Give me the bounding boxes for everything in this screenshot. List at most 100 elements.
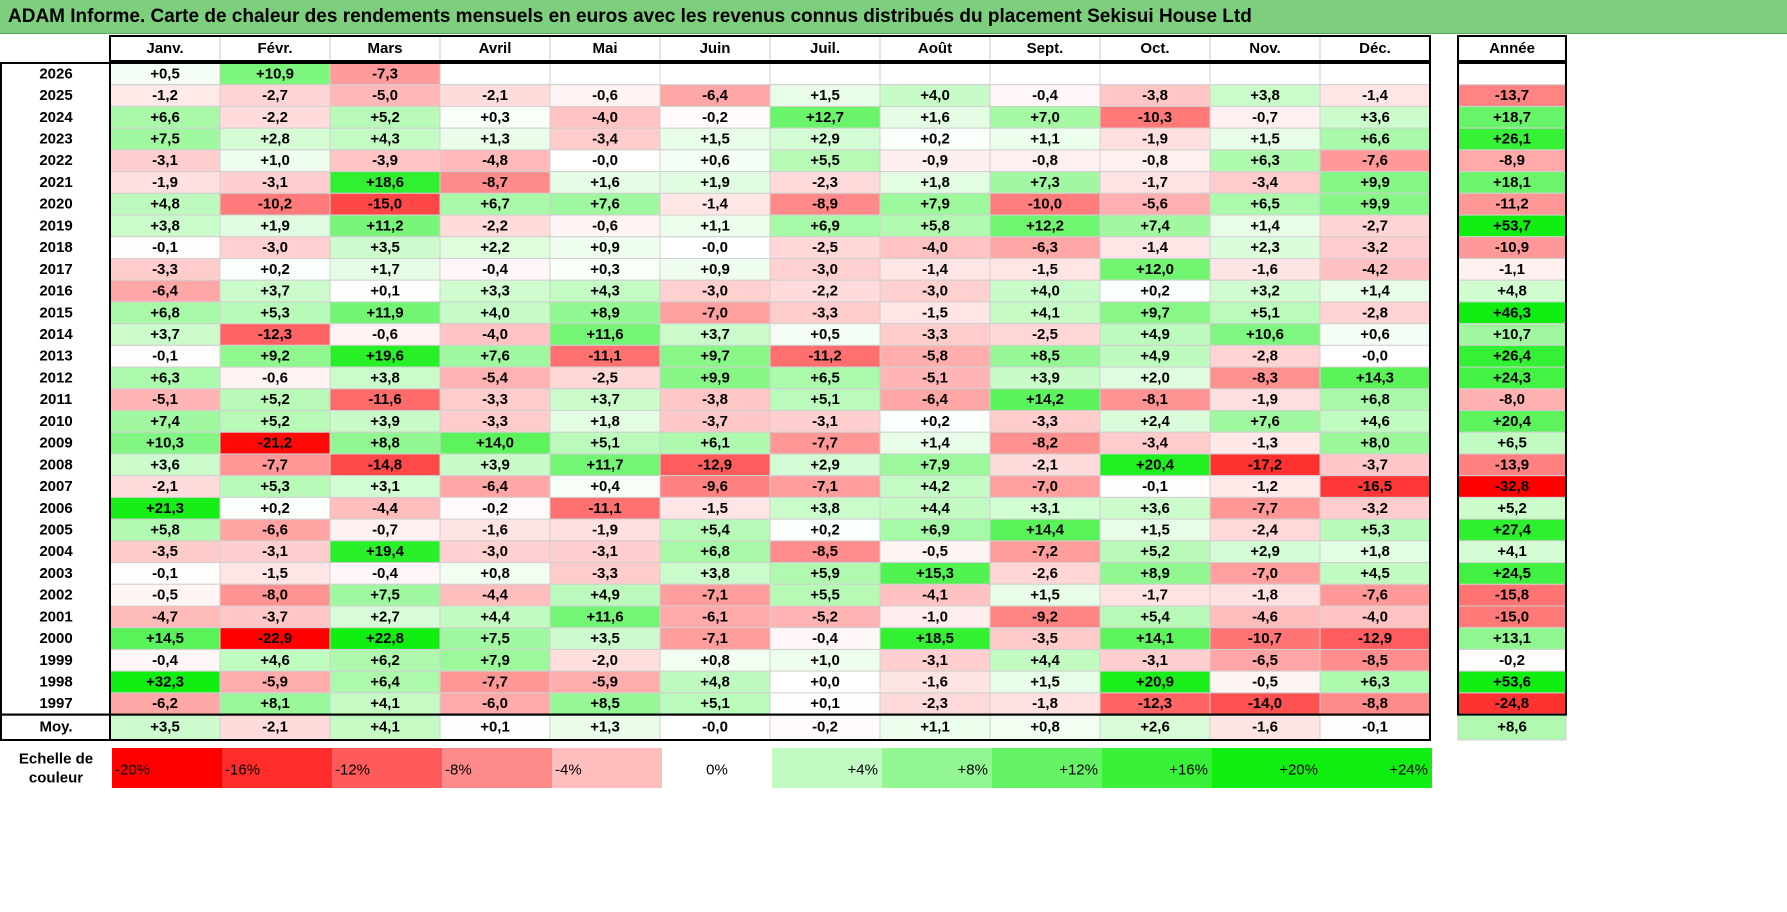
cell-value: +9,7 [700,348,730,365]
cell-value: -1,4 [702,196,729,213]
row-year-label: 2015 [39,304,72,321]
cell-value: +3,8 [150,217,180,234]
cell-value: -6,4 [482,478,509,495]
annual-cell [1457,62,1567,86]
annual-value: -10,9 [1495,239,1529,256]
cell-value: +1,4 [1250,217,1280,234]
year-header-frame [1457,35,1567,62]
cell-value: +1,8 [920,174,950,191]
cell-value: +32,3 [146,674,184,691]
cell-value: -1,3 [1252,435,1278,452]
row-year-label: 2024 [39,109,73,126]
cell-value: -0,2 [482,500,508,517]
cell-value: +2,9 [1250,543,1280,560]
cell-value: +6,8 [700,543,730,560]
cell-value: -5,9 [592,674,618,691]
scale-stop-label: -4% [555,762,582,779]
cell-value: +1,5 [700,131,730,148]
cell-value: +6,3 [1250,152,1280,169]
cell-value: +0,6 [1360,326,1390,343]
cell-value: -7,3 [372,65,398,82]
cell-value: -7,0 [702,304,728,321]
cell-value: -3,0 [482,543,508,560]
column-header-7: Juil. [810,40,840,57]
cell-value: -3,7 [1362,456,1388,473]
cell-value: -4,0 [922,239,948,256]
cell-value: +0,2 [920,131,950,148]
cell-value: +8,9 [1140,565,1170,582]
cell-value: +7,9 [920,456,950,473]
scale-stop-label: +20% [1279,762,1318,779]
annual-value: -8,0 [1499,391,1525,408]
cell-value: -6,0 [482,695,508,712]
scale-stop-label: +24% [1389,762,1428,779]
average-value: +4,1 [370,719,400,736]
cell-value: +3,8 [1250,87,1280,104]
row-year-label: 1999 [39,652,72,669]
cell-value: -0,4 [1032,87,1059,104]
cell-value: +3,6 [1360,109,1390,126]
cell-value: -2,1 [152,478,178,495]
year-column-header-cell [1458,36,1566,61]
cell-value: +11,6 [586,608,623,625]
cell-value: +3,1 [1030,500,1060,517]
row-year-label: 1998 [39,674,72,691]
cell-value: +1,5 [1030,587,1060,604]
cell-value: -0,4 [372,565,399,582]
cell-value: +3,8 [370,369,400,386]
cell-value: +4,8 [150,196,180,213]
scale-swatch [552,748,662,788]
cell-value: +6,6 [150,109,180,126]
cell-value: -1,8 [1032,695,1058,712]
cell-value: +7,5 [370,587,400,604]
cell-value: +8,8 [370,435,400,452]
cell-value: -0,4 [482,261,509,278]
row-year-label: 2010 [39,413,72,430]
cell-value: +14,0 [476,435,514,452]
cell-value: -0,8 [1142,152,1168,169]
cell-value: -3,0 [812,261,838,278]
cell-value: +0,2 [260,500,290,517]
cell-value: +5,1 [1250,304,1280,321]
cell-value: -3,1 [1142,652,1168,669]
cell-value: -2,3 [812,174,838,191]
cell-value: +1,9 [700,174,730,191]
scale-stop-label: -12% [335,762,370,779]
cell-value: +5,3 [1360,521,1390,538]
column-header-8: Août [918,40,952,57]
cell-value: +19,6 [366,348,404,365]
cell-value: -7,7 [812,435,838,452]
cell-value: -8,2 [1032,435,1058,452]
cell-value: +0,3 [590,261,620,278]
cell-value: +21,3 [146,500,184,517]
cell-value: -5,9 [262,674,288,691]
cell-value: -2,4 [1252,521,1279,538]
cell-value: -10,7 [1248,630,1282,647]
cell-value: +4,1 [370,695,400,712]
heatmap-cell [989,62,1101,86]
cell-value: +3,7 [590,391,620,408]
cell-value: +0,5 [810,326,840,343]
cell-value: -6,2 [152,695,178,712]
scale-stop-label: 0% [706,762,728,779]
annual-value: +4,8 [1497,283,1527,300]
cell-value: +4,3 [370,131,400,148]
chart-title: ADAM Informe. Carte de chaleur des rende… [0,0,1787,34]
cell-value: -1,5 [922,304,948,321]
annual-value: -11,2 [1495,196,1528,213]
cell-value: +1,1 [700,217,730,234]
annual-value: +18,1 [1493,174,1531,191]
annual-value: -32,8 [1495,478,1529,495]
heatmap-cell [769,62,881,86]
cell-value: +3,3 [480,283,510,300]
cell-value: -11,1 [588,500,621,517]
cell-value: -3,3 [922,326,948,343]
cell-value: -3,5 [152,543,178,560]
cell-value: +9,7 [1140,304,1170,321]
average-frame [0,713,1431,741]
annual-value: -0,2 [1499,652,1525,669]
row-year-label: 2026 [39,65,72,82]
average-annual-cell [1457,713,1567,741]
cell-value: -7,6 [1362,587,1388,604]
cell-value: -3,8 [1142,87,1168,104]
